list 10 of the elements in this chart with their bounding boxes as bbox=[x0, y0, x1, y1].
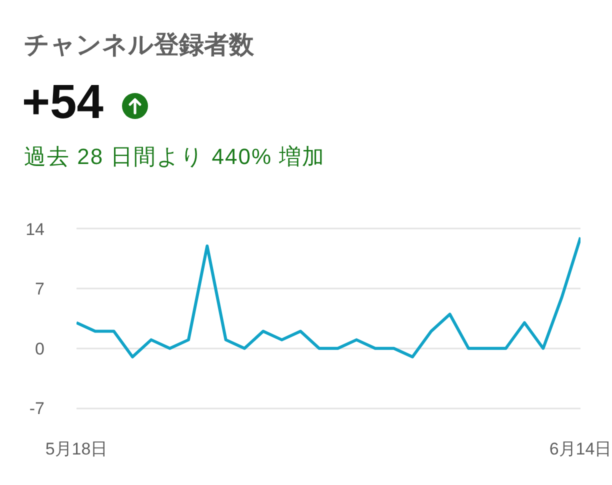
line-series bbox=[76, 236, 580, 358]
x-tick-label: 5月18日 bbox=[45, 440, 108, 458]
text: +54 bbox=[22, 75, 104, 131]
x-tick-label: 6月14日 bbox=[549, 440, 612, 458]
y-tick-label: 0 bbox=[35, 339, 45, 358]
chart-title: チャンネル登録者数 bbox=[24, 30, 254, 61]
y-tick-label: -7 bbox=[29, 399, 45, 418]
y-tick-label: 7 bbox=[35, 280, 45, 299]
y-tick-label: 14 bbox=[26, 220, 45, 239]
chart-subtitle: 過去 28 日間より 440% 増加 bbox=[24, 143, 326, 171]
